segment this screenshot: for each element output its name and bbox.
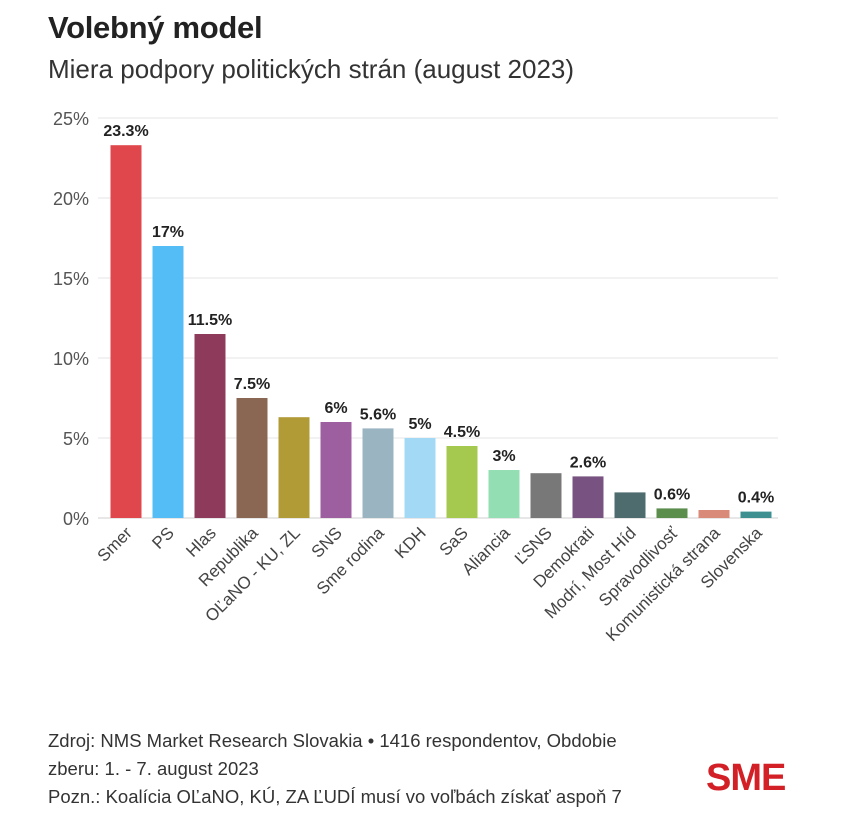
y-tick-label: 15% (53, 269, 89, 289)
bar (698, 510, 730, 518)
x-tick-label: PS (148, 523, 177, 552)
bar (488, 470, 520, 518)
data-label: 0.4% (738, 490, 774, 507)
bar (572, 476, 604, 518)
footer-period: zberu: 1. - 7. august 2023 (48, 758, 259, 779)
data-label: 23.3% (103, 123, 148, 140)
bar (320, 422, 352, 518)
data-label: 3% (492, 448, 515, 465)
y-tick-label: 5% (63, 429, 89, 449)
x-tick-label: Smer (94, 523, 136, 565)
y-tick-label: 20% (53, 189, 89, 209)
x-tick-label: SNS (308, 523, 346, 561)
data-label: 2.6% (570, 454, 606, 471)
footer-source: Zdroj: NMS Market Research Slovakia • 14… (48, 730, 617, 751)
bar (362, 428, 394, 518)
bar (152, 246, 184, 518)
data-label: 5.6% (360, 406, 396, 423)
data-label: 6% (324, 400, 347, 417)
data-label: 11.5% (188, 312, 232, 329)
data-label: 5% (408, 416, 431, 433)
data-label: 17% (152, 224, 184, 241)
x-tick-label: Aliancia (458, 523, 514, 579)
bar (656, 508, 688, 518)
x-tick-label: KDH (391, 523, 430, 562)
data-label: 0.6% (654, 486, 690, 503)
bar-chart: 0% 5% 10% 15% 20% 25% 23.3% Smer 17% PS 11.5% Hlas 7… (53, 109, 778, 645)
sme-logo: SME (706, 757, 786, 799)
data-label: 7.5% (234, 376, 270, 393)
bar (530, 473, 562, 518)
bar (194, 334, 226, 518)
data-label: 4.5% (444, 424, 480, 441)
bar (278, 417, 310, 518)
bar (614, 492, 646, 518)
x-tick-label: SaS (436, 523, 472, 559)
y-tick-label: 25% (53, 109, 89, 129)
bar (236, 398, 268, 518)
chart-title: Volebný model (48, 10, 263, 45)
bar (446, 446, 478, 518)
y-tick-label: 0% (63, 509, 89, 529)
y-tick-label: 10% (53, 349, 89, 369)
bar (110, 145, 142, 518)
x-tick-label: Hlas (182, 523, 219, 560)
chart-footer: Zdroj: NMS Market Research Slovakia • 14… (48, 727, 688, 811)
chart-subtitle: Miera podpory politických strán (august … (48, 54, 575, 84)
bar (740, 511, 772, 518)
footer-note: Pozn.: Koalícia OĽaNO, KÚ, ZA ĽUDÍ musí … (48, 786, 622, 807)
bar (404, 438, 436, 518)
